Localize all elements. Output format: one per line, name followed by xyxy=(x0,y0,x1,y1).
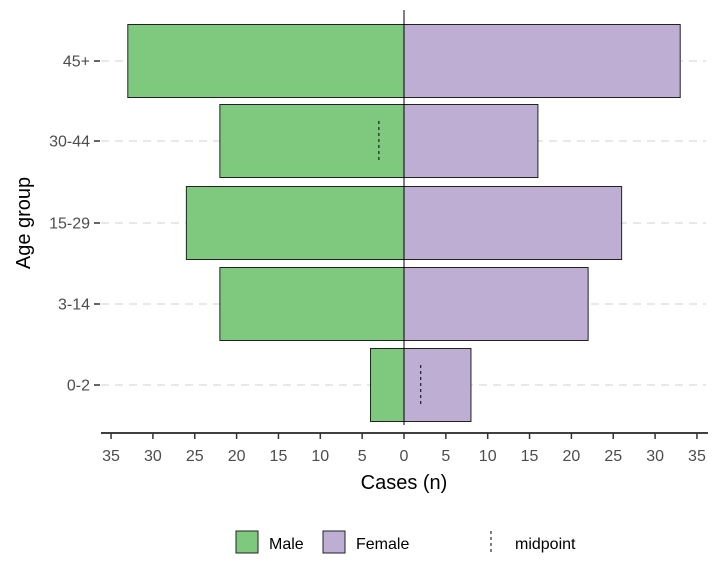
x-tick-label: 5 xyxy=(441,448,450,465)
y-tick-label: 3-14 xyxy=(58,297,90,314)
legend: Male Female midpoint xyxy=(235,530,576,554)
x-tick-label: 15 xyxy=(521,448,539,465)
bar-female-45+ xyxy=(403,24,681,98)
x-axis-title: Cases (n) xyxy=(361,472,448,494)
y-axis-title: Age group xyxy=(13,177,35,269)
y-axis: 0-2 3-14 15-29 30-44 45+ xyxy=(49,54,100,395)
x-tick-label: 5 xyxy=(358,448,367,465)
bar-female-3-14 xyxy=(403,267,589,341)
x-tick-label: 10 xyxy=(311,448,329,465)
legend-label-female: Female xyxy=(356,536,409,553)
x-axis: 35 30 25 20 15 10 5 0 5 10 15 20 25 30 35 xyxy=(101,432,708,465)
x-tick-label: 10 xyxy=(479,448,497,465)
x-tick-label: 30 xyxy=(646,448,664,465)
x-tick-label: 25 xyxy=(604,448,622,465)
bars xyxy=(127,24,681,422)
bar-female-15-29 xyxy=(403,186,623,260)
x-tick-label: 30 xyxy=(144,448,162,465)
x-tick-label: 35 xyxy=(102,448,120,465)
bar-male-15-29 xyxy=(185,186,405,260)
bar-male-30-44 xyxy=(219,104,405,178)
x-tick-label: 25 xyxy=(186,448,204,465)
legend-label-midpoint: midpoint xyxy=(515,536,576,553)
x-tick-label: 0 xyxy=(400,448,409,465)
x-tick-label: 35 xyxy=(688,448,706,465)
legend-key-male xyxy=(235,530,259,554)
y-tick-label: 30-44 xyxy=(49,134,90,151)
legend-label-male: Male xyxy=(269,536,304,553)
bar-female-0-2 xyxy=(403,348,472,422)
x-tick-label: 20 xyxy=(563,448,581,465)
bar-male-45+ xyxy=(127,24,405,98)
bar-male-0-2 xyxy=(370,348,405,422)
x-tick-label: 20 xyxy=(228,448,246,465)
legend-key-female xyxy=(322,530,346,554)
bar-male-3-14 xyxy=(219,267,405,341)
y-tick-label: 45+ xyxy=(63,54,90,71)
y-tick-label: 0-2 xyxy=(67,378,90,395)
x-tick-label: 15 xyxy=(270,448,288,465)
y-tick-label: 15-29 xyxy=(49,216,90,233)
bar-female-30-44 xyxy=(403,104,539,178)
midpoint-markers xyxy=(378,121,422,405)
